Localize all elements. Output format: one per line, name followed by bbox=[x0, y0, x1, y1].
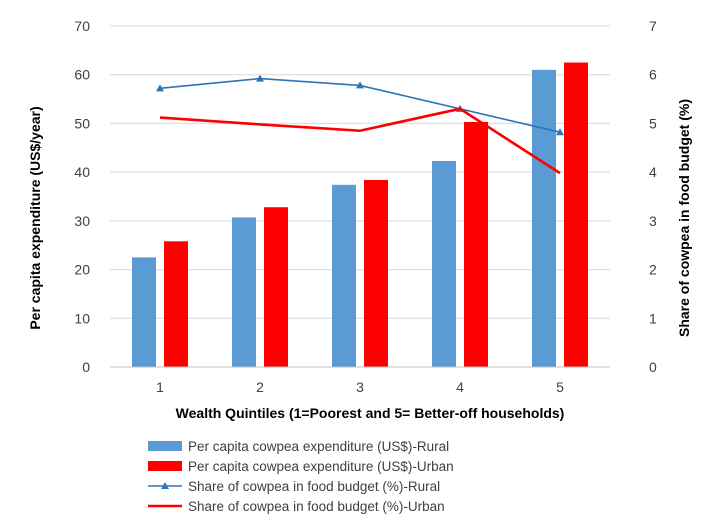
bar-rural bbox=[532, 69, 556, 367]
y2-tick-label: 6 bbox=[649, 67, 657, 83]
x-axis-ticks: 1 2 3 4 5 bbox=[156, 379, 564, 395]
line-point-rural bbox=[256, 74, 264, 82]
right-axis-ticks: 0 1 2 3 4 5 6 7 bbox=[649, 18, 657, 375]
legend-marker bbox=[161, 482, 169, 489]
y2-tick-label: 7 bbox=[649, 18, 657, 34]
y2-axis-title: Share of cowpea in food budget (%) bbox=[676, 99, 692, 337]
y-tick-label: 70 bbox=[74, 18, 90, 34]
legend-label: Per capita cowpea expenditure (US$)-Urba… bbox=[188, 459, 454, 474]
legend-label: Share of cowpea in food budget (%)-Urban bbox=[188, 499, 445, 514]
x-tick-label: 3 bbox=[356, 379, 364, 395]
line-point-rural bbox=[356, 81, 364, 89]
line-point-rural bbox=[156, 84, 164, 92]
line-share-urban bbox=[159, 107, 561, 175]
y-tick-label: 60 bbox=[74, 67, 90, 83]
y2-tick-label: 0 bbox=[649, 359, 657, 375]
legend-swatch bbox=[148, 441, 182, 451]
line-point-rural bbox=[556, 128, 564, 136]
y-tick-label: 0 bbox=[82, 359, 90, 375]
y-axis-title: Per capita expenditure (US$/year) bbox=[27, 106, 43, 329]
legend-swatch bbox=[148, 461, 182, 471]
bar-rural bbox=[232, 217, 256, 367]
bar-urban bbox=[164, 241, 188, 367]
legend-label: Share of cowpea in food budget (%)-Rural bbox=[188, 479, 440, 494]
x-tick-label: 5 bbox=[556, 379, 564, 395]
bar-urban bbox=[564, 62, 588, 368]
y2-tick-label: 3 bbox=[649, 213, 657, 229]
y-tick-label: 10 bbox=[74, 310, 90, 326]
y-tick-label: 20 bbox=[74, 262, 90, 278]
left-axis-ticks: 0 10 20 30 40 50 60 70 bbox=[74, 18, 90, 375]
y2-tick-label: 2 bbox=[649, 262, 657, 278]
y-tick-label: 30 bbox=[74, 213, 90, 229]
bar-urban bbox=[464, 121, 488, 368]
legend: Per capita cowpea expenditure (US$)-Rura… bbox=[148, 439, 454, 514]
gridlines bbox=[110, 25, 610, 319]
x-tick-label: 2 bbox=[256, 379, 264, 395]
y2-tick-label: 4 bbox=[649, 164, 657, 180]
line-series bbox=[156, 74, 564, 175]
x-tick-label: 1 bbox=[156, 379, 164, 395]
bar-rural bbox=[332, 184, 356, 367]
bar-urban bbox=[364, 179, 388, 367]
bar-urban bbox=[264, 207, 288, 367]
x-axis-title: Wealth Quintiles (1=Poorest and 5= Bette… bbox=[176, 405, 565, 421]
y2-tick-label: 1 bbox=[649, 310, 657, 326]
bar-series bbox=[132, 62, 588, 368]
bar-rural bbox=[432, 160, 456, 367]
legend-label: Per capita cowpea expenditure (US$)-Rura… bbox=[188, 439, 449, 454]
bar-rural bbox=[132, 257, 156, 367]
y-tick-label: 40 bbox=[74, 164, 90, 180]
y2-tick-label: 5 bbox=[649, 115, 657, 131]
y-tick-label: 50 bbox=[74, 115, 90, 131]
x-tick-label: 4 bbox=[456, 379, 464, 395]
